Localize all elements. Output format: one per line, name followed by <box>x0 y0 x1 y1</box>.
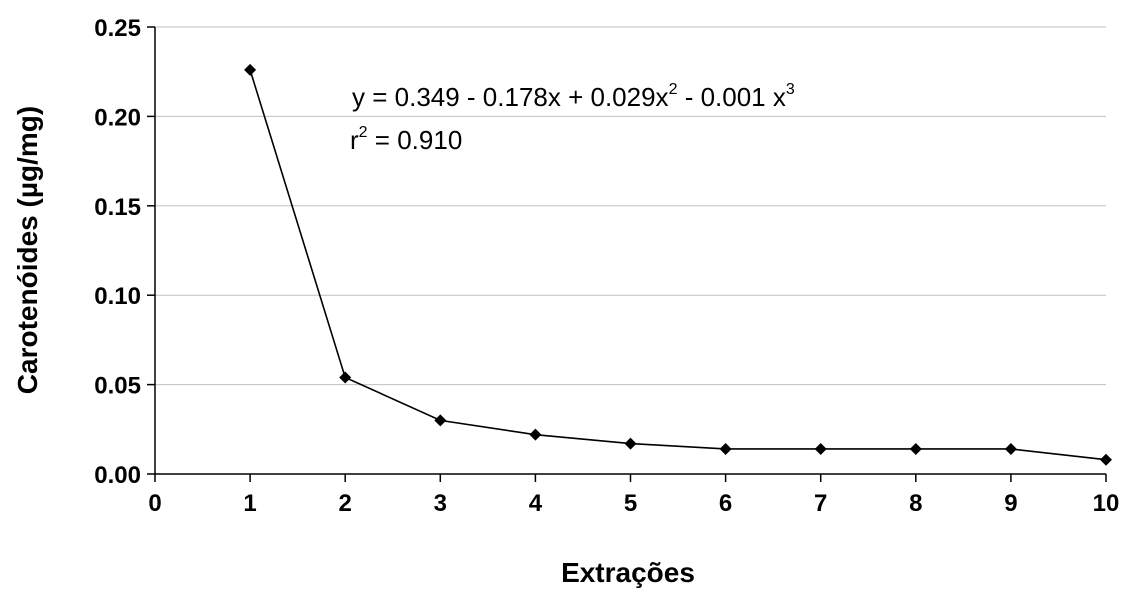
y-tick-label: 0.25 <box>94 15 141 42</box>
data-point-marker <box>1004 442 1017 455</box>
data-point-marker <box>719 442 732 455</box>
grid-lines <box>155 26 1106 386</box>
r-squared-annotation: r2 = 0.910 <box>350 124 462 155</box>
x-tick-label: 2 <box>339 490 352 517</box>
x-tick-label: 7 <box>814 490 827 517</box>
regression-equation: y = 0.349 - 0.178x + 0.029x2 - 0.001 x3 <box>352 81 795 112</box>
r-squared-exponent: 2 <box>359 124 368 141</box>
x-tick-label: 10 <box>1093 490 1120 517</box>
y-tick-label: 0.20 <box>94 104 141 131</box>
series-line <box>249 69 1107 461</box>
tick-labels: 0.00 0.05 0.10 0.15 0.20 0.25 0 1 2 3 4 5 6 7 8 9 10 <box>94 15 1119 517</box>
data-point-marker <box>624 437 637 450</box>
equation-exponent-3: 3 <box>786 81 795 98</box>
x-tick-label: 3 <box>434 490 447 517</box>
y-tick-label: 0.10 <box>94 283 141 310</box>
data-point-marker <box>529 428 542 441</box>
data-series <box>244 63 1112 466</box>
equation-middle: - 0.001 x <box>677 82 785 112</box>
x-tick-label: 8 <box>909 490 922 517</box>
data-point-marker <box>339 371 352 384</box>
y-tick-label: 0.05 <box>94 373 141 400</box>
x-axis-title: Extrações <box>561 557 695 588</box>
x-tick-label: 0 <box>148 490 161 517</box>
axes <box>147 26 1107 482</box>
r-squared-value: = 0.910 <box>368 125 463 155</box>
y-tick-label: 0.15 <box>94 194 141 221</box>
x-tick-label: 1 <box>243 490 256 517</box>
data-point-marker <box>1100 453 1112 466</box>
data-point-marker <box>909 442 922 455</box>
x-tick-label: 9 <box>1004 490 1017 517</box>
x-tick-label: 5 <box>624 490 637 517</box>
r-squared-base: r <box>350 125 359 155</box>
data-point-marker <box>434 414 447 427</box>
data-point-marker <box>814 442 827 455</box>
x-tick-label: 4 <box>529 490 543 517</box>
equation-prefix: y = 0.349 - 0.178x + 0.029x <box>352 82 669 112</box>
equation-exponent-2: 2 <box>669 81 678 98</box>
y-tick-label: 0.00 <box>94 462 141 489</box>
x-tick-label: 6 <box>719 490 732 517</box>
y-axis-title: Carotenóides (µg/mg) <box>12 106 43 394</box>
data-point-marker <box>244 63 257 76</box>
